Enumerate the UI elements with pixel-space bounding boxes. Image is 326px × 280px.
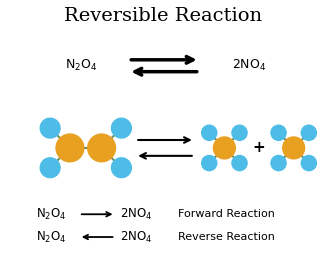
Text: N$_2$O$_4$: N$_2$O$_4$	[65, 58, 97, 73]
Text: N$_2$O$_4$: N$_2$O$_4$	[36, 230, 67, 244]
Circle shape	[40, 158, 60, 178]
Text: 2NO$_4$: 2NO$_4$	[120, 230, 153, 244]
Circle shape	[301, 125, 317, 140]
Circle shape	[202, 155, 217, 171]
Circle shape	[214, 137, 235, 159]
Circle shape	[88, 134, 115, 162]
Text: +: +	[253, 141, 265, 155]
Circle shape	[271, 125, 286, 140]
Text: N$_2$O$_4$: N$_2$O$_4$	[36, 207, 67, 222]
Circle shape	[202, 125, 217, 140]
Circle shape	[111, 118, 131, 138]
Circle shape	[232, 155, 247, 171]
Text: Forward Reaction: Forward Reaction	[178, 209, 275, 219]
Circle shape	[111, 158, 131, 178]
Circle shape	[301, 155, 317, 171]
Text: Reverse Reaction: Reverse Reaction	[178, 232, 275, 242]
Circle shape	[283, 137, 304, 159]
Circle shape	[40, 118, 60, 138]
Circle shape	[271, 155, 286, 171]
Circle shape	[56, 134, 84, 162]
Text: Reversible Reaction: Reversible Reaction	[64, 7, 262, 25]
Text: 2NO$_4$: 2NO$_4$	[120, 207, 153, 222]
Text: 2NO$_4$: 2NO$_4$	[232, 58, 266, 73]
Circle shape	[232, 125, 247, 140]
